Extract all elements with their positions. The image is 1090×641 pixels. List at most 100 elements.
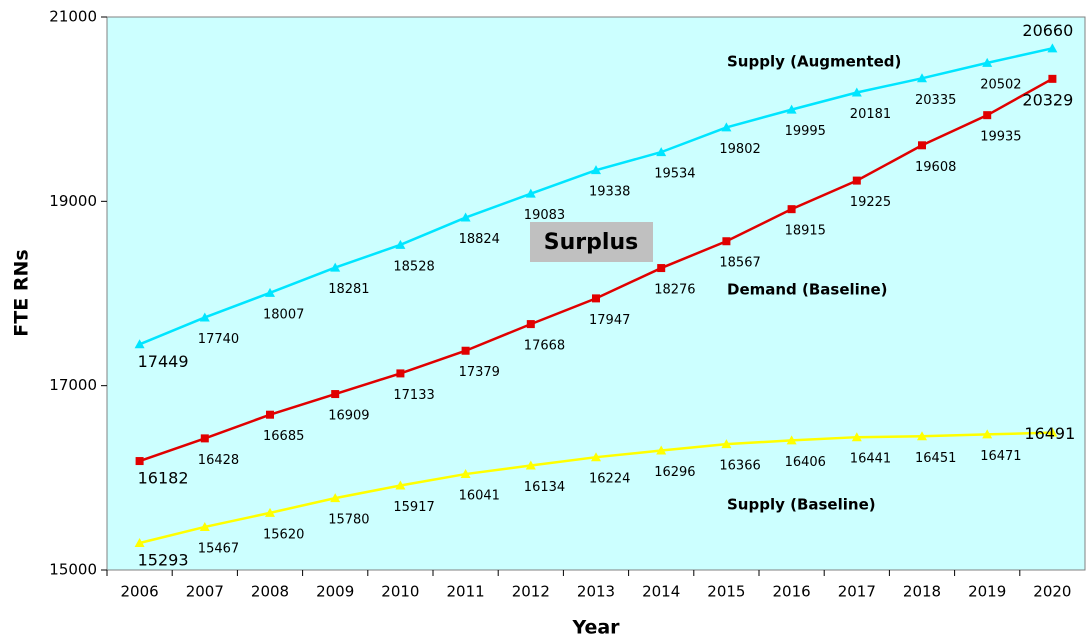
data-label: 15467	[198, 541, 239, 556]
y-tick-label: 15000	[49, 561, 97, 579]
marker	[396, 369, 405, 378]
marker	[918, 141, 926, 150]
marker	[787, 205, 796, 214]
series-name: Demand (Baseline)	[727, 281, 888, 299]
marker	[1047, 427, 1058, 437]
data-label: 16182	[138, 469, 189, 488]
marker	[786, 435, 797, 445]
x-tick-label: 2016	[773, 583, 811, 601]
data-label: 19995	[785, 124, 826, 139]
data-label: 19225	[850, 195, 891, 210]
x-tick-label: 2012	[512, 583, 550, 601]
marker	[199, 521, 210, 531]
x-tick-label: 2020	[1033, 583, 1071, 601]
series-name: Supply (Augmented)	[727, 53, 901, 71]
marker	[657, 264, 666, 273]
data-label: 16406	[785, 455, 826, 470]
x-tick-label: 2006	[121, 583, 159, 601]
data-label: 16134	[524, 480, 565, 495]
data-label: 20181	[850, 107, 891, 122]
marker	[330, 262, 341, 272]
data-label: 19935	[980, 130, 1021, 145]
data-label: 15620	[263, 527, 304, 542]
marker	[265, 507, 275, 517]
marker	[917, 73, 927, 83]
marker	[395, 239, 406, 249]
data-label: 18276	[654, 283, 695, 298]
x-tick-label: 2019	[968, 583, 1006, 601]
x-tick-label: 2008	[251, 583, 289, 601]
marker	[656, 147, 667, 157]
data-label: 19338	[589, 185, 630, 200]
data-label: 16491	[1024, 424, 1075, 443]
marker	[982, 57, 993, 67]
data-label: 17740	[198, 332, 239, 347]
x-tick-label: 2007	[186, 583, 224, 601]
marker	[461, 346, 470, 355]
marker	[200, 434, 209, 443]
marker	[265, 287, 275, 297]
marker	[1047, 43, 1058, 53]
x-tick-label: 2015	[707, 583, 745, 601]
data-label: 16224	[589, 472, 630, 487]
marker	[525, 460, 536, 470]
data-label: 17133	[393, 388, 434, 403]
marker	[917, 431, 927, 441]
marker	[591, 452, 601, 462]
data-label: 15917	[393, 500, 434, 515]
marker	[982, 429, 993, 439]
data-label: 16296	[654, 465, 695, 480]
x-axis-title: Year	[571, 617, 620, 639]
data-label: 20502	[980, 77, 1021, 92]
annotation-box	[530, 222, 653, 262]
data-label: 18528	[393, 259, 434, 274]
marker	[395, 480, 406, 490]
y-tick-label: 19000	[49, 192, 97, 210]
marker	[134, 537, 145, 547]
y-tick-label: 21000	[49, 8, 97, 26]
data-label: 15293	[138, 550, 189, 569]
marker	[330, 493, 341, 503]
data-label: 16366	[719, 459, 760, 474]
data-label: 19608	[915, 160, 956, 175]
x-tick-label: 2009	[316, 583, 354, 601]
annotation: Surplus	[544, 230, 638, 255]
x-tick-label: 2017	[838, 583, 876, 601]
marker	[199, 312, 210, 322]
marker	[983, 111, 992, 120]
data-label: 16041	[459, 489, 500, 504]
data-label: 18824	[459, 232, 500, 247]
marker	[331, 390, 340, 399]
data-label: 16909	[328, 409, 369, 424]
marker	[525, 188, 536, 198]
data-label: 18007	[263, 307, 304, 322]
data-label: 18915	[785, 224, 826, 239]
marker	[526, 320, 535, 329]
marker	[134, 339, 145, 349]
marker	[592, 294, 600, 303]
x-tick-label: 2010	[381, 583, 419, 601]
marker	[852, 176, 861, 185]
x-tick-label: 2011	[447, 583, 485, 601]
data-label: 16685	[263, 429, 304, 444]
marker	[851, 432, 862, 442]
data-label: 16451	[915, 451, 956, 466]
marker	[135, 457, 144, 466]
data-label: 20660	[1022, 21, 1073, 40]
data-label: 20335	[915, 93, 956, 108]
data-label: 18281	[328, 282, 369, 297]
data-label: 17947	[589, 313, 630, 328]
x-tick-label: 2018	[903, 583, 941, 601]
marker	[460, 212, 471, 222]
data-label: 17668	[524, 339, 565, 354]
data-label: 16441	[850, 452, 891, 467]
data-label: 19802	[719, 142, 760, 157]
marker	[656, 445, 667, 455]
y-axis-title: FTE RNs	[11, 249, 33, 336]
marker	[721, 439, 732, 449]
data-label: 18567	[719, 256, 760, 271]
marker	[722, 237, 731, 246]
data-label: 17379	[459, 365, 500, 380]
marker	[460, 469, 471, 479]
data-label: 16428	[198, 453, 239, 468]
